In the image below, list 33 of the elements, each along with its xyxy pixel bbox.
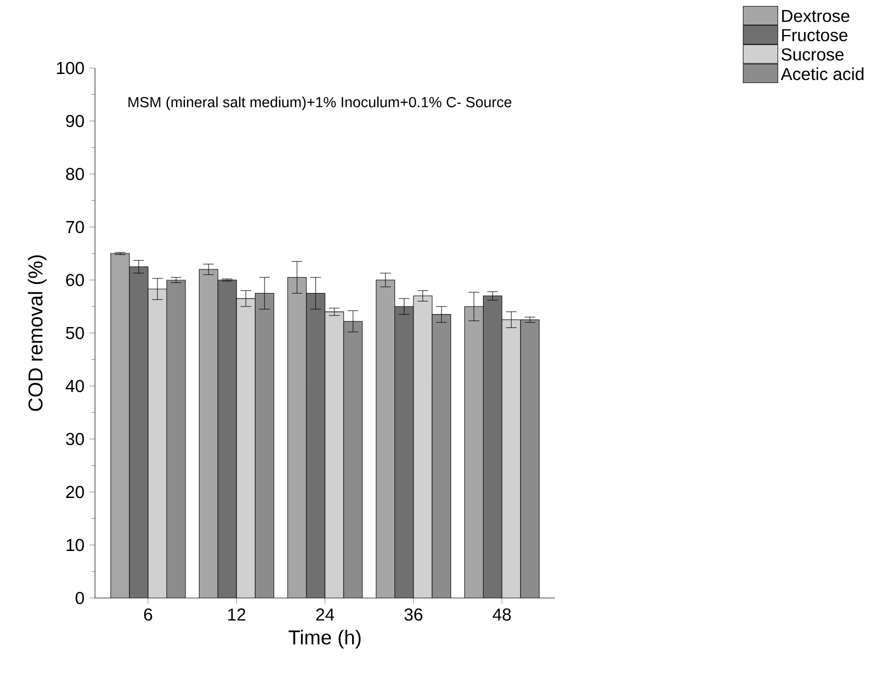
y-axis-title: COD removal (%): [28, 255, 47, 411]
y-tick-label: 30: [66, 432, 84, 446]
bar: [148, 289, 167, 598]
bar: [236, 298, 256, 598]
y-tick-label: 50: [66, 326, 84, 340]
legend-label: Acetic acid: [780, 67, 864, 80]
bar: [344, 321, 362, 598]
x-tick-label: 12: [228, 608, 246, 621]
x-tick-label: 36: [404, 608, 422, 621]
x-tick-label: 24: [316, 608, 334, 621]
legend-label: Dextrose: [782, 10, 850, 22]
y-tick-label: 40: [66, 380, 84, 392]
bar: [325, 312, 344, 598]
annotation: MSM (mineral salt medium)+1% Inoculum+0.1% C- Source: [128, 96, 512, 110]
y-tick-label: 80: [66, 168, 84, 180]
bar: [520, 319, 540, 598]
bar: [255, 293, 274, 598]
y-tick-label: 70: [66, 220, 84, 234]
y-tick-label: 100: [57, 62, 84, 74]
bar: [413, 296, 432, 598]
bar: [502, 319, 521, 598]
bar: [166, 280, 186, 598]
x-tick-label: 6: [144, 608, 152, 621]
y-tick-label: 0: [76, 592, 84, 604]
legend-label: Sucrose: [782, 48, 844, 61]
x-tick-label: 48: [492, 608, 511, 621]
y-tick-label: 10: [66, 538, 84, 552]
legend-label: Fructose: [782, 29, 848, 42]
x-axis-title: Time (h): [288, 630, 361, 648]
y-tick-label: 20: [66, 486, 84, 498]
bar: [432, 314, 451, 598]
y-tick-label: 60: [66, 274, 84, 286]
y-tick-label: 90: [66, 114, 84, 128]
